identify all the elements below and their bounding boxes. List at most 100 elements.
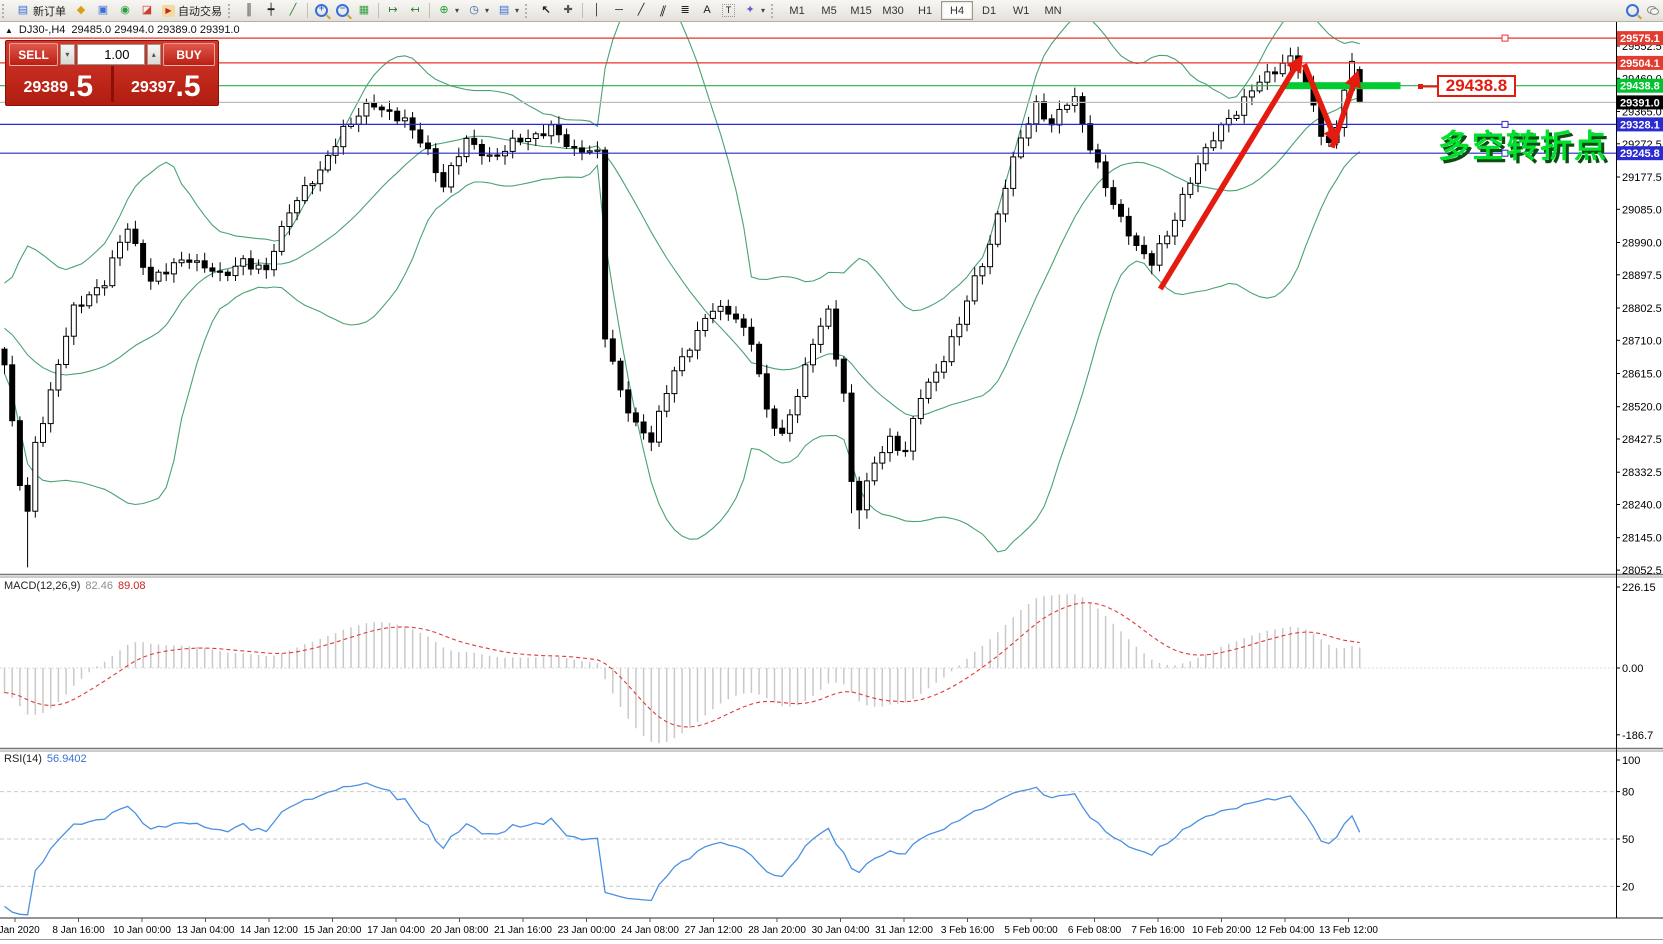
tile-windows-button[interactable]: ▦ [353, 2, 375, 20]
volume-increase-button[interactable]: ▴ [146, 44, 162, 65]
price-axis-tick: 28052.5 [1622, 565, 1662, 577]
text-label-icon: T [722, 4, 736, 17]
arrows-icon: ✦ [745, 4, 755, 16]
sell-price[interactable]: 29389.5 [6, 66, 111, 102]
rsi-line [4, 782, 1361, 916]
toolbar-grip[interactable] [771, 3, 779, 18]
thick-trend-segment [1282, 82, 1401, 90]
time-axis-label: 21 Jan 16:00 [494, 925, 552, 936]
price-line-label [1617, 95, 1663, 110]
new-order-button[interactable]: ▤ 新订单 [12, 2, 70, 20]
autoscroll-button[interactable]: ↦ [382, 2, 404, 20]
svg-text:29438.8: 29438.8 [1620, 81, 1660, 93]
indicators-button[interactable]: ⊕ ▾ [433, 2, 463, 20]
toolbar-grip[interactable] [228, 3, 236, 18]
macd-name: MACD(12,26,9) [4, 580, 81, 592]
candle-chart-icon: ┿ [267, 4, 275, 16]
candle-chart-button[interactable]: ┿ [260, 2, 282, 20]
text-button[interactable]: A [696, 2, 718, 20]
toolbar: ▤ 新订单 ◆ ▣ ◉ ◪ ▶ 自动交易 ║ ┿ ╱ + − ▦ [0, 0, 1663, 22]
terminal-button[interactable]: ◪ [136, 2, 158, 20]
chevron-down-icon: ▾ [455, 6, 460, 15]
price-callout-label[interactable]: 29438.8 [1437, 75, 1516, 97]
trend-arrow [1301, 63, 1340, 146]
panel-divider [110, 66, 114, 102]
timeframe-button-M15[interactable]: M15 [850, 4, 872, 17]
macd-signal-line [4, 602, 1360, 728]
price-axis-tick: 29365.0 [1622, 107, 1662, 119]
vertical-line-button[interactable]: │ [586, 2, 608, 20]
market-watch-icon: ◆ [76, 4, 86, 16]
price-line-label [1617, 117, 1663, 132]
timeframe-button-M5[interactable]: M5 [821, 4, 837, 17]
vertical-line-icon: │ [593, 4, 601, 16]
timeframe-button-W1[interactable]: W1 [1012, 4, 1030, 17]
search-button[interactable] [1622, 2, 1643, 20]
toolbar-grip[interactable] [2, 3, 10, 18]
bar-chart-button[interactable]: ║ [238, 2, 260, 20]
volume-decrease-button[interactable]: ▾ [60, 44, 75, 65]
price-line-label [1617, 146, 1663, 161]
channel-button[interactable]: ∥ [652, 2, 674, 20]
crosshair-button[interactable]: ✚ [557, 2, 579, 20]
svg-text:29575.1: 29575.1 [1620, 33, 1660, 45]
new-order-label: 新订单 [33, 5, 66, 18]
trendline-button[interactable]: ╱ [630, 2, 652, 20]
fibonacci-button[interactable]: ≣ [674, 2, 696, 20]
time-axis-label: 30 Jan 04:00 [812, 925, 870, 936]
timeframe-button-M30[interactable]: M30 [882, 4, 904, 17]
time-axis-label: 17 Jan 04:00 [367, 925, 425, 936]
navigator-button[interactable]: ◉ [114, 2, 136, 20]
chevron-down-icon: ▾ [515, 6, 520, 15]
chart-symbol-period: DJ30-,H4 [18, 24, 66, 36]
zoom-out-button[interactable]: − [332, 2, 353, 20]
chat-bubbles-icon [1647, 6, 1659, 15]
chat-button[interactable] [1643, 2, 1663, 20]
turning-point-annotation[interactable]: 多空转折点 [1438, 128, 1609, 164]
buy-price[interactable]: 29397.5 [114, 66, 219, 102]
timeframe-button-MN[interactable]: MN [1044, 4, 1062, 17]
price-axis-tick: 29085.0 [1622, 204, 1662, 216]
sell-price-main: 29389 [23, 79, 68, 96]
chart-shift-button[interactable]: ↤ [404, 2, 426, 20]
sell-button[interactable]: SELL [9, 43, 59, 66]
autotrading-button[interactable]: ▶ 自动交易 [158, 2, 226, 20]
buy-button[interactable]: BUY [163, 43, 215, 66]
time-axis-label: 28 Jan 20:00 [748, 925, 806, 936]
sell-price-frac: .5 [67, 70, 94, 103]
market-watch-button[interactable]: ◆ [70, 2, 92, 20]
templates-icon: ▤ [498, 4, 510, 16]
volume-input[interactable]: 1.00 [76, 44, 145, 65]
bollinger-band-line [4, 97, 1360, 417]
bar-chart-icon: ║ [245, 4, 253, 16]
rsi-axis-tick: 100 [1622, 755, 1640, 767]
horizontal-line-button[interactable]: ─ [608, 2, 630, 20]
arrows-button[interactable]: ✦ ▾ [739, 2, 769, 20]
cursor-button[interactable]: ↖ [535, 2, 557, 20]
callout-anchor [1418, 84, 1423, 89]
zoom-out-icon: − [336, 3, 349, 17]
zoom-in-button[interactable]: + [311, 2, 332, 20]
time-axis-label: 20 Jan 08:00 [431, 925, 489, 936]
time-axis-label: 23 Jan 00:00 [558, 925, 616, 936]
trendline-icon: ╱ [637, 4, 645, 16]
timeframe-button-M1[interactable]: M1 [789, 4, 805, 17]
timeframe-button-H1[interactable]: H1 [918, 4, 933, 17]
text-label-button[interactable]: T [718, 2, 739, 20]
price-line-label [1617, 55, 1663, 70]
data-window-button[interactable]: ▣ [92, 2, 114, 20]
data-window-icon: ▣ [97, 4, 109, 16]
horizontal-line-icon: ─ [615, 4, 623, 16]
timeframe-button-H4[interactable]: H4 [941, 1, 974, 20]
toolbar-grip[interactable] [525, 3, 533, 18]
line-chart-button[interactable]: ╱ [282, 2, 304, 20]
price-axis-tick: 28897.5 [1622, 270, 1662, 282]
time-axis-label: 14 Jan 12:00 [240, 925, 298, 936]
time-axis-label: 8 Jan 16:00 [52, 925, 105, 936]
new-order-icon: ▤ [17, 4, 29, 16]
templates-button[interactable]: ▤ ▾ [493, 2, 523, 20]
timeframe-button-D1[interactable]: D1 [982, 4, 997, 17]
periods-button[interactable]: ◷ ▾ [463, 2, 493, 20]
